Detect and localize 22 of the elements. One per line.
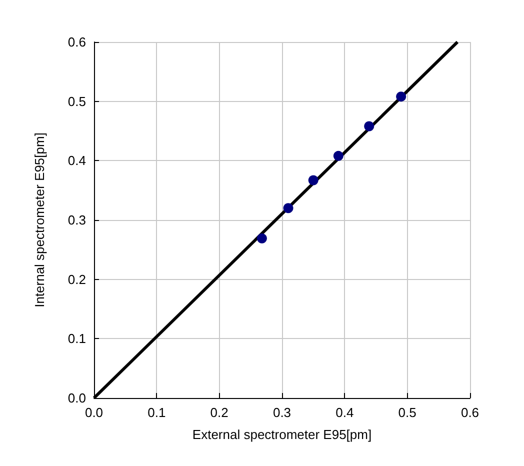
y-tick-label: 0.6 [68, 34, 86, 50]
y-tick-label: 0.3 [68, 212, 86, 228]
y-axis-title: Internal spectrometer E95[pm] [32, 132, 47, 308]
x-tick-label: 0.5 [398, 405, 416, 420]
x-tick-label: 0.4 [336, 405, 354, 420]
point [308, 175, 318, 186]
point [256, 233, 267, 244]
x-tick-label: 0.6 [460, 405, 480, 420]
y-tick-label: 0.5 [68, 94, 86, 109]
point [396, 92, 406, 102]
y-tick-label: 0.0 [68, 390, 86, 406]
x-tick-label: 0.3 [272, 405, 292, 420]
point [333, 150, 344, 161]
x-tick-label: 0.1 [148, 405, 166, 420]
y-tick-label: 0.4 [68, 153, 86, 168]
x-tick-label: 0.2 [210, 405, 228, 420]
point [364, 121, 374, 132]
point [283, 203, 294, 214]
x-axis-title: External spectrometer E95[pm] [192, 427, 372, 442]
y-tick-label: 0.2 [68, 272, 86, 287]
y-tick-label: 0.1 [68, 331, 86, 346]
x-tick-label: 0.0 [84, 405, 104, 420]
